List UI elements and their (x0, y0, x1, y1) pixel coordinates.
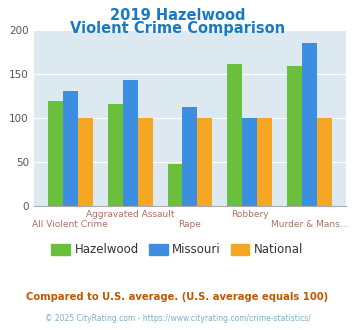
Bar (108, 104, 123, 206)
Bar (138, 118, 153, 206)
Bar (242, 118, 257, 206)
Bar (287, 66, 302, 206)
Bar (317, 118, 332, 206)
Bar (48, 101, 63, 206)
Bar (257, 118, 272, 206)
Text: Rape: Rape (179, 220, 201, 229)
Bar (227, 64, 242, 206)
Text: © 2025 CityRating.com - https://www.cityrating.com/crime-statistics/: © 2025 CityRating.com - https://www.city… (45, 314, 310, 323)
Bar (78, 118, 93, 206)
Text: 2019 Hazelwood: 2019 Hazelwood (110, 8, 245, 23)
Text: Compared to U.S. average. (U.S. average equals 100): Compared to U.S. average. (U.S. average … (26, 292, 329, 302)
Text: All Violent Crime: All Violent Crime (32, 220, 108, 229)
Bar (197, 118, 212, 206)
Text: Violent Crime Comparison: Violent Crime Comparison (70, 21, 285, 36)
Bar (168, 164, 182, 206)
Legend: Hazelwood, Missouri, National: Hazelwood, Missouri, National (47, 239, 308, 261)
Text: Murder & Mans...: Murder & Mans... (271, 220, 348, 229)
Bar (123, 80, 138, 206)
Bar (63, 91, 78, 206)
Text: Robbery: Robbery (231, 210, 268, 219)
Bar (302, 43, 317, 206)
Bar (182, 107, 197, 206)
Text: Aggravated Assault: Aggravated Assault (86, 210, 174, 219)
